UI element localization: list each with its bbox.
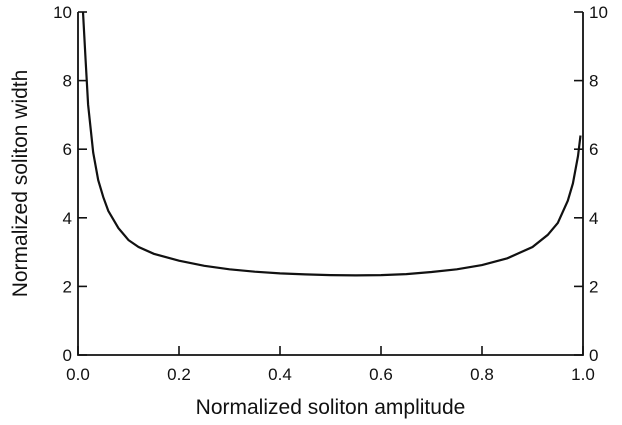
x-axis-title: Normalized soliton amplitude bbox=[196, 396, 466, 419]
series-line bbox=[81, 11, 582, 277]
y-tick-label-right: 4 bbox=[589, 209, 598, 228]
y-tick-label-left: 6 bbox=[63, 140, 72, 159]
x-tick-label: 0.6 bbox=[369, 365, 393, 384]
y-tick-label-left: 0 bbox=[63, 346, 72, 365]
x-tick-label: 1.0 bbox=[571, 365, 595, 384]
x-tick-label: 0.8 bbox=[470, 365, 494, 384]
y-tick-label-left: 4 bbox=[63, 209, 72, 228]
x-tick-label: 0.2 bbox=[167, 365, 191, 384]
ticks-layer bbox=[77, 11, 584, 356]
x-tick-label: 0.4 bbox=[268, 365, 292, 384]
y-axis-title: Normalized soliton width bbox=[9, 70, 32, 298]
y-tick-label-left: 2 bbox=[63, 277, 72, 296]
y-tick-label-right: 2 bbox=[589, 277, 598, 296]
x-tick-label: 0.0 bbox=[66, 365, 90, 384]
y-tick-label-left: 10 bbox=[53, 3, 72, 22]
y-tick-label-left: 8 bbox=[63, 72, 72, 91]
y-tick-label-right: 0 bbox=[589, 346, 598, 365]
y-tick-label-right: 10 bbox=[589, 3, 608, 22]
y-tick-label-right: 6 bbox=[589, 140, 598, 159]
axes-frame bbox=[77, 12, 584, 356]
y-tick-label-right: 8 bbox=[589, 72, 598, 91]
tick-labels-layer: 0.0 0.2 0.4 0.6 0.8 1.00 02 24 46 68 810 10 bbox=[53, 3, 608, 384]
